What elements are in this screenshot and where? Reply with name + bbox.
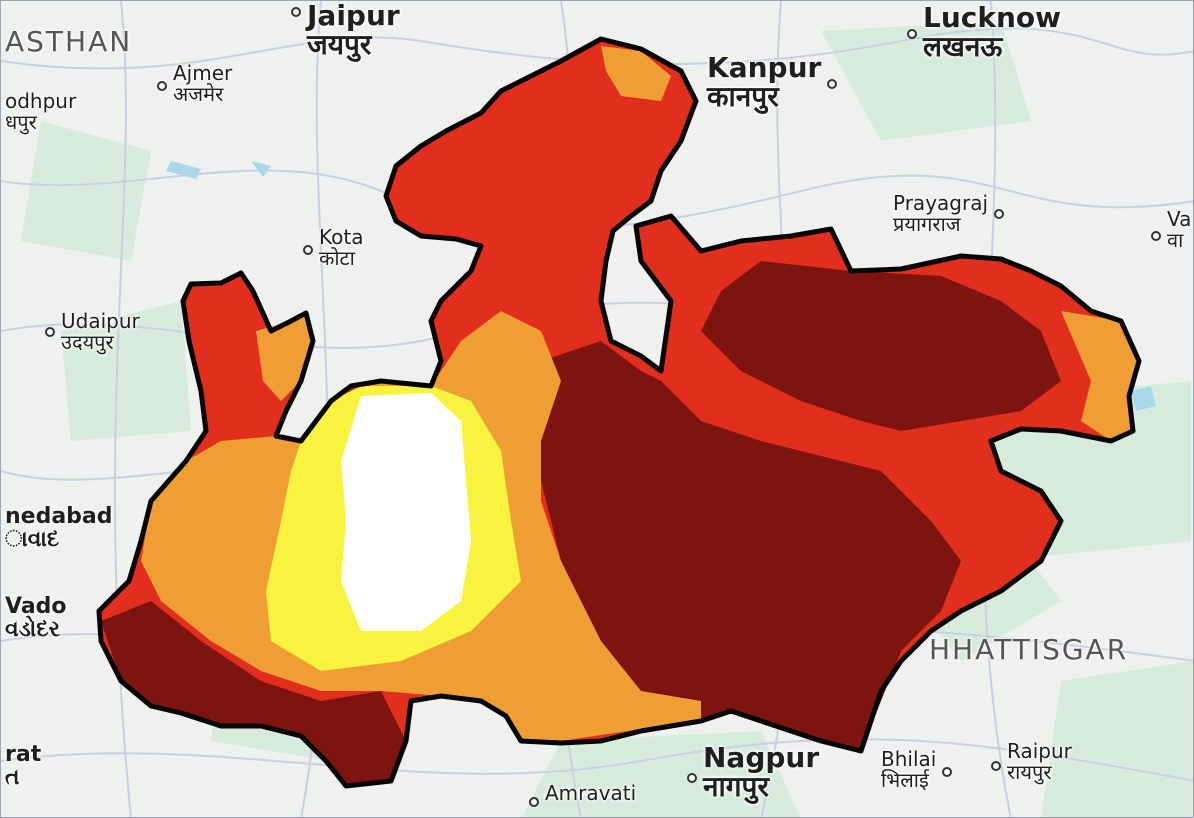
city-name-hi: ાવાદ (5, 527, 60, 553)
choropleth-medium-zone (1061, 311, 1139, 441)
city-name-en: Jaipur (307, 0, 400, 32)
city-label-raipur[interactable]: Raipur रायपुर (991, 741, 1072, 783)
city-name-hi: ત (5, 765, 20, 791)
city-marker-icon (529, 797, 539, 807)
city-name-en: rat (5, 742, 42, 767)
city-name-hi: लखनऊ (923, 30, 1003, 64)
city-marker-icon (1151, 231, 1161, 241)
city-label-kanpur[interactable]: Kanpur कानपुर (707, 51, 838, 114)
city-label-udaipur[interactable]: Udaipur उदयपुर (45, 311, 140, 353)
city-name-en: Udaipur (61, 309, 140, 333)
city-name-en: Bhilai (881, 747, 937, 771)
city-name-en: Kanpur (707, 51, 822, 84)
city-name-en: Kota (319, 225, 364, 249)
city-name-en: Vado (5, 594, 67, 619)
choropleth-very-high-zone (701, 261, 1061, 431)
choropleth-medium-zone (601, 46, 671, 101)
city-label-bhilai[interactable]: Bhilai भिलाई (881, 747, 953, 792)
city-marker-icon (687, 773, 697, 783)
city-name-en: Prayagraj (893, 191, 989, 215)
city-name-hi: प्रयागराज (893, 212, 961, 236)
city-name-hi: धपुर (5, 110, 37, 134)
city-name-hi: नागपुर (703, 770, 769, 804)
choropleth-very-low-zone (341, 393, 471, 631)
city-name-hi: कोटा (319, 246, 355, 270)
region-label-rajasthan: ASTHAN (5, 25, 133, 58)
city-name-en: Va (1167, 207, 1192, 231)
city-marker-icon (157, 81, 167, 91)
city-marker-icon (907, 29, 917, 39)
city-name-hi: भिलाई (881, 768, 929, 792)
city-label-kota[interactable]: Kota कोटा (303, 227, 363, 269)
city-name-hi: रायपुर (1007, 760, 1052, 784)
city-label-ajmer[interactable]: Ajmer अजमेर (157, 63, 232, 105)
city-marker-icon (303, 245, 313, 255)
city-name-hi: अजमेर (173, 82, 224, 106)
city-name-en: Ajmer (173, 61, 233, 85)
city-marker-icon (994, 209, 1005, 219)
city-name-hi: वा (1167, 228, 1184, 252)
choropleth-very-high-zone (101, 601, 406, 786)
city-name-en: Amravati (545, 781, 637, 805)
region-label-chhattisgarh: HHATTISGAR (929, 633, 1129, 666)
city-label-vadodara[interactable]: Vado વડોદર (5, 595, 67, 641)
city-label-ahmedabad[interactable]: nedabadાવાદ (5, 505, 113, 551)
city-label-prayagraj[interactable]: Prayagraj प्रयागराज (893, 191, 1005, 236)
choropleth-medium-zone (256, 313, 313, 401)
city-name-en: Nagpur (703, 741, 820, 774)
city-name-en: Raipur (1007, 739, 1072, 763)
city-label-surat[interactable]: rat ત (5, 743, 41, 789)
city-name-en: odhpur (5, 89, 77, 113)
city-name-hi: जयपुर (307, 28, 372, 62)
state-boundary-outline (96, 36, 1142, 789)
city-marker-icon (291, 7, 301, 17)
city-label-nagpur[interactable]: Nagpur नागपुर (687, 743, 819, 802)
city-marker-icon (45, 327, 55, 337)
city-label-lucknow[interactable]: Lucknow लखनऊ (907, 3, 1061, 62)
city-label-varanasi[interactable]: Va वा (1151, 209, 1191, 251)
city-name-hi: વડોદર (5, 617, 60, 643)
city-marker-icon (827, 79, 838, 89)
choropleth-layer (99, 39, 1139, 786)
city-name-hi: उदयपुर (61, 330, 114, 354)
city-label-jaipur[interactable]: Jaipur जयपुर (291, 1, 400, 60)
city-label-jodhpur[interactable]: odhpur धपुर (5, 91, 76, 133)
city-marker-icon (991, 761, 1001, 771)
city-marker-icon (942, 767, 953, 777)
city-name-en: Lucknow (923, 1, 1062, 34)
city-name-en: nedabad (5, 504, 113, 529)
water-bodies (166, 161, 1156, 516)
city-label-amravati[interactable]: Amravati (529, 783, 636, 807)
city-name-hi: कानपुर (707, 80, 779, 114)
